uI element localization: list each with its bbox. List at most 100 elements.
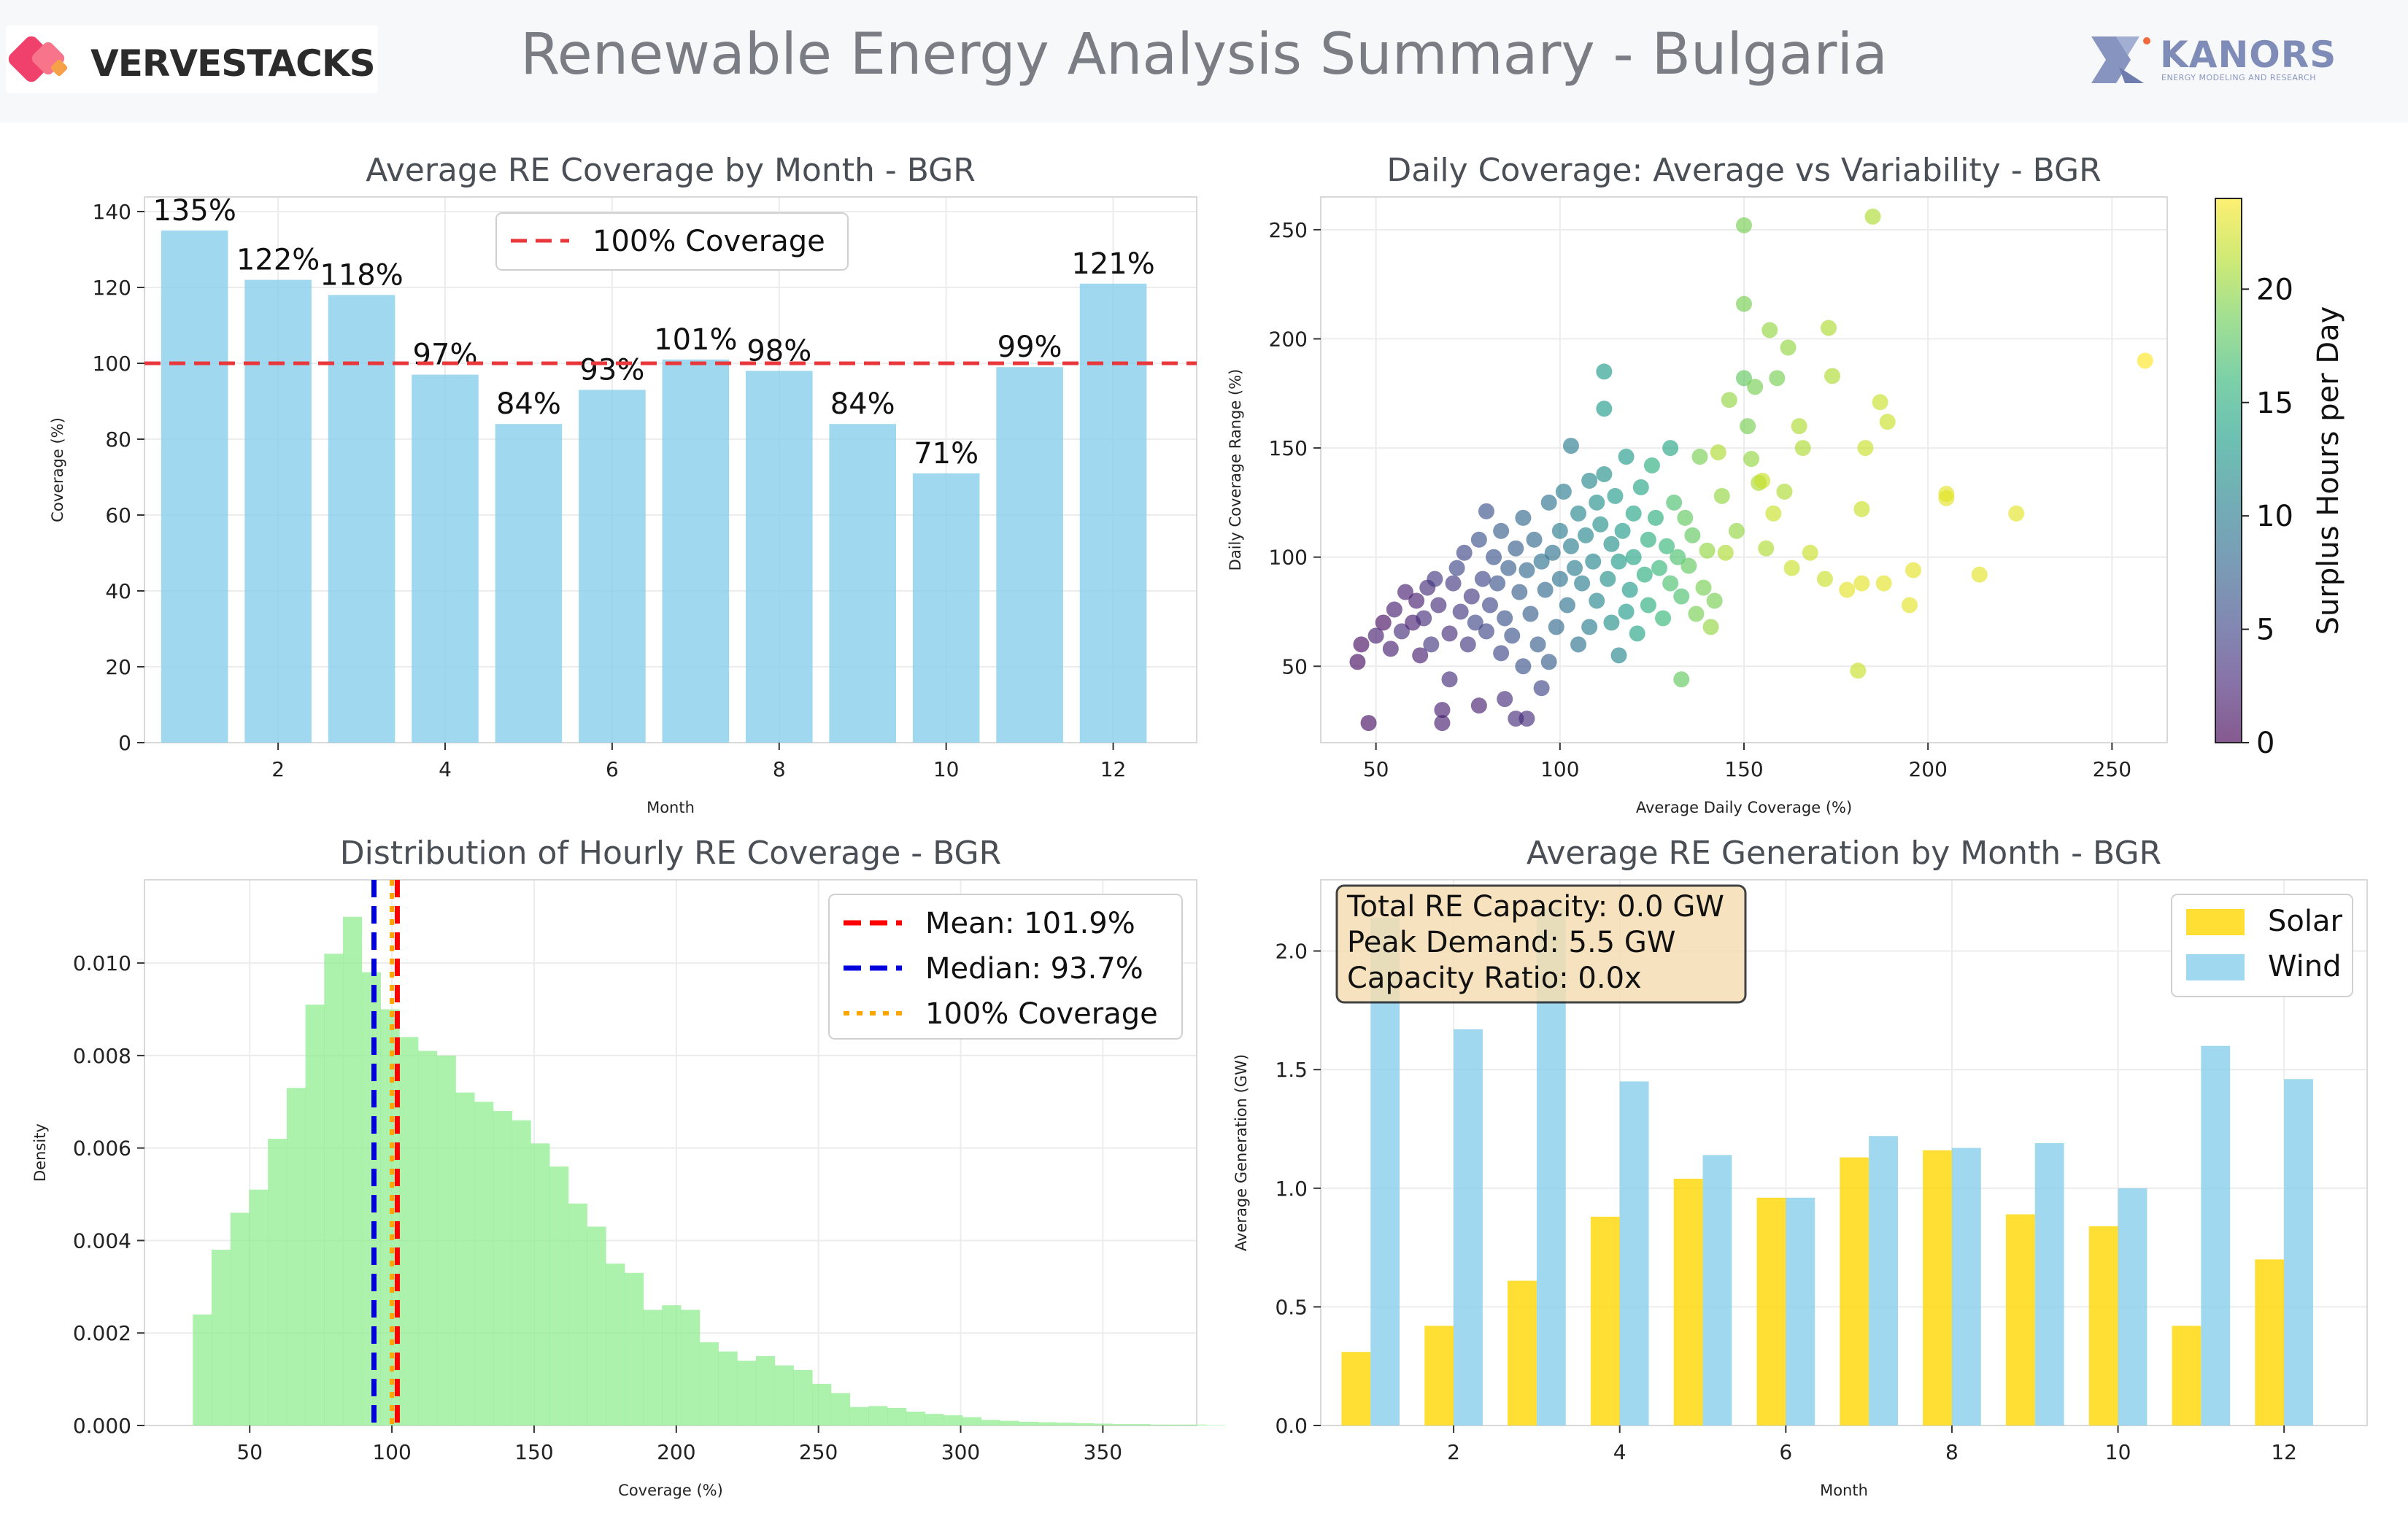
histogram-bin: [793, 1369, 813, 1425]
generation-x-tick-label: 8: [1945, 1440, 1959, 1464]
coverage-x-tick-label: 12: [1100, 757, 1127, 781]
scatter-point: [1618, 603, 1635, 620]
histogram-bin: [643, 1309, 663, 1425]
scatter-point: [1562, 538, 1579, 554]
scatter-x-tick-label: 50: [1363, 757, 1389, 781]
coverage-bar: [1079, 283, 1147, 743]
colorbar-label: Surplus Hours per Day: [2312, 306, 2345, 635]
scatter-point: [1740, 418, 1756, 435]
scatter-point: [1592, 516, 1609, 533]
histogram-y-axis-label: Density: [31, 1123, 49, 1182]
histogram-bin: [1019, 1421, 1038, 1425]
coverage-bar-label: 121%: [1071, 247, 1154, 281]
coverage-x-axis-label: Month: [647, 799, 695, 816]
coverage-y-tick-label: 60: [105, 503, 131, 527]
scatter-point: [1651, 560, 1667, 576]
scatter-point: [1463, 588, 1480, 605]
coverage-bar-label: 118%: [320, 258, 403, 292]
scatter-point: [1802, 544, 1818, 561]
coverage-y-tick-label: 0: [118, 731, 131, 755]
scatter-point: [1736, 295, 1752, 312]
wind-bar: [1702, 1155, 1732, 1425]
coverage-y-tick-label: 120: [93, 276, 131, 300]
wind-bar: [2034, 1142, 2064, 1425]
histogram-bin: [568, 1203, 587, 1425]
coverage-bar: [161, 231, 228, 743]
generation-legend-label: Solar: [2268, 905, 2342, 938]
histogram-title: Distribution of Hourly RE Coverage - BGR: [340, 835, 1001, 872]
scatter-point: [1618, 449, 1635, 465]
scatter-x-tick-label: 200: [1908, 757, 1947, 781]
solar-bar: [1508, 1280, 1537, 1425]
scatter-point: [1677, 509, 1694, 526]
scatter-point: [1416, 610, 1432, 627]
scatter-point: [1570, 505, 1587, 522]
kanors-logo-icon: [2091, 36, 2150, 83]
coverage-bar-label: 93%: [579, 353, 644, 387]
solar-bar: [1673, 1178, 1703, 1425]
scatter-point: [1636, 566, 1653, 583]
scatter-point: [1857, 440, 1874, 457]
scatter-point: [1382, 641, 1399, 657]
scatter-point: [1610, 647, 1627, 664]
scatter-point: [1581, 619, 1598, 635]
scatter-y-tick-label: 250: [1269, 218, 1308, 242]
vervestacks-logo-text: VERVESTACKS: [90, 42, 376, 85]
histogram-bin: [268, 1138, 288, 1425]
scatter-point: [1445, 575, 1462, 592]
scatter-point: [1548, 619, 1564, 635]
coverage-y-tick-label: 80: [105, 428, 131, 452]
coverage-bar: [579, 390, 646, 743]
histogram-bin: [755, 1355, 776, 1425]
scatter-x-tick-label: 250: [2093, 757, 2131, 781]
scatter-point: [1706, 592, 1723, 609]
scatter-point: [1570, 636, 1587, 653]
scatter-point: [1699, 542, 1716, 559]
generation-y-tick-label: 2.0: [1275, 940, 1308, 964]
histogram-bin: [530, 1143, 550, 1425]
scatter-point: [1769, 370, 1786, 387]
generation-x-tick-label: 6: [1779, 1440, 1792, 1464]
scatter-point: [1596, 465, 1613, 482]
coverage-bar-label: 101%: [654, 323, 737, 357]
scatter-point: [1673, 671, 1690, 688]
scatter-point: [1629, 625, 1645, 642]
scatter-point: [1589, 592, 1605, 609]
histogram-bin: [324, 953, 344, 1425]
vervestacks-logo-icon: [8, 36, 68, 82]
scatter-point: [1754, 472, 1771, 489]
scatter-point: [1581, 472, 1598, 489]
header-bar: VERVESTACKS Renewable Energy Analysis Su…: [0, 0, 2408, 123]
scatter-point: [1551, 570, 1568, 587]
scatter-point: [1574, 575, 1591, 592]
scatter-point: [1625, 505, 1642, 522]
coverage-bar-label: 97%: [413, 338, 478, 372]
scatter-point: [1478, 503, 1494, 519]
solar-bar: [1840, 1157, 1869, 1425]
coverage-title: Average RE Coverage by Month - BGR: [366, 152, 976, 189]
scatter-point: [1470, 531, 1487, 548]
scatter-point: [1567, 560, 1583, 576]
generation-legend-swatch: [2186, 954, 2245, 980]
scatter-point: [1508, 711, 1524, 727]
histogram-bin: [887, 1407, 907, 1425]
coverage-bar: [996, 367, 1063, 743]
scatter-point: [1511, 584, 1528, 600]
scatter-point: [1397, 584, 1413, 600]
scatter-point: [1578, 527, 1594, 543]
histogram-legend-box: [828, 894, 1183, 1040]
histogram-bin: [286, 1088, 306, 1425]
coverage-legend-box: [495, 212, 849, 271]
scatter-point: [1497, 610, 1513, 627]
coverage-bar-label: 135%: [153, 194, 236, 228]
histogram-bin: [249, 1189, 269, 1425]
histogram-y-tick-label: 0.006: [73, 1137, 131, 1161]
generation-annotation-line: Peak Demand: 5.5 GW: [1347, 926, 1675, 959]
histogram-bin: [193, 1314, 212, 1425]
coverage-y-tick-label: 100: [93, 352, 131, 376]
histogram-bin: [718, 1351, 738, 1425]
scatter-point: [2008, 505, 2025, 522]
solar-bar: [1756, 1197, 1786, 1425]
scatter-point: [1486, 549, 1502, 565]
